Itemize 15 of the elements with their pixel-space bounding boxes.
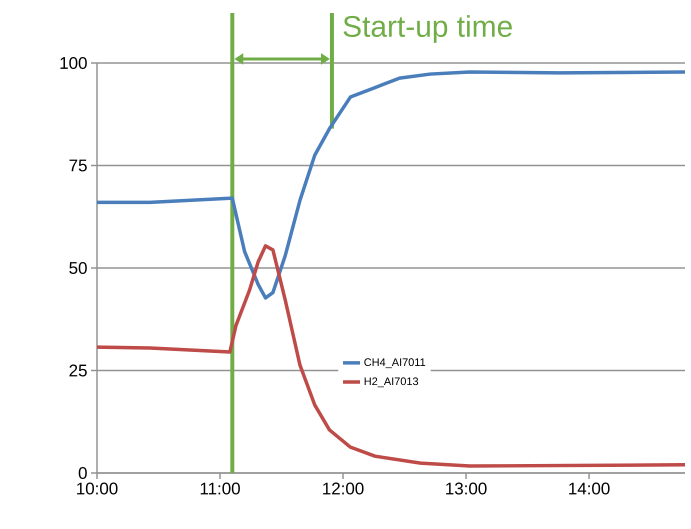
y-tick-label: 0: [78, 467, 87, 479]
y-tick-label: 100: [60, 56, 87, 69]
x-tick-label: 14:00: [569, 482, 610, 495]
y-tick-label: 75: [70, 160, 87, 172]
line-series: [95, 244, 687, 468]
legend-label: H2_AI7013: [364, 377, 418, 388]
annotation: Start-up time: [344, 15, 512, 43]
y-tick-label: 25: [70, 364, 87, 376]
x-tick-label: 11:00: [200, 482, 240, 495]
x-tick-label: 13:00: [446, 482, 487, 495]
legend-label: CH4_AI7011: [364, 358, 426, 368]
line-series: [95, 70, 687, 300]
x-tick-label: 10:00: [77, 482, 118, 495]
x-tick-label: 12:00: [323, 482, 364, 495]
y-tick-label: 50: [69, 262, 87, 274]
